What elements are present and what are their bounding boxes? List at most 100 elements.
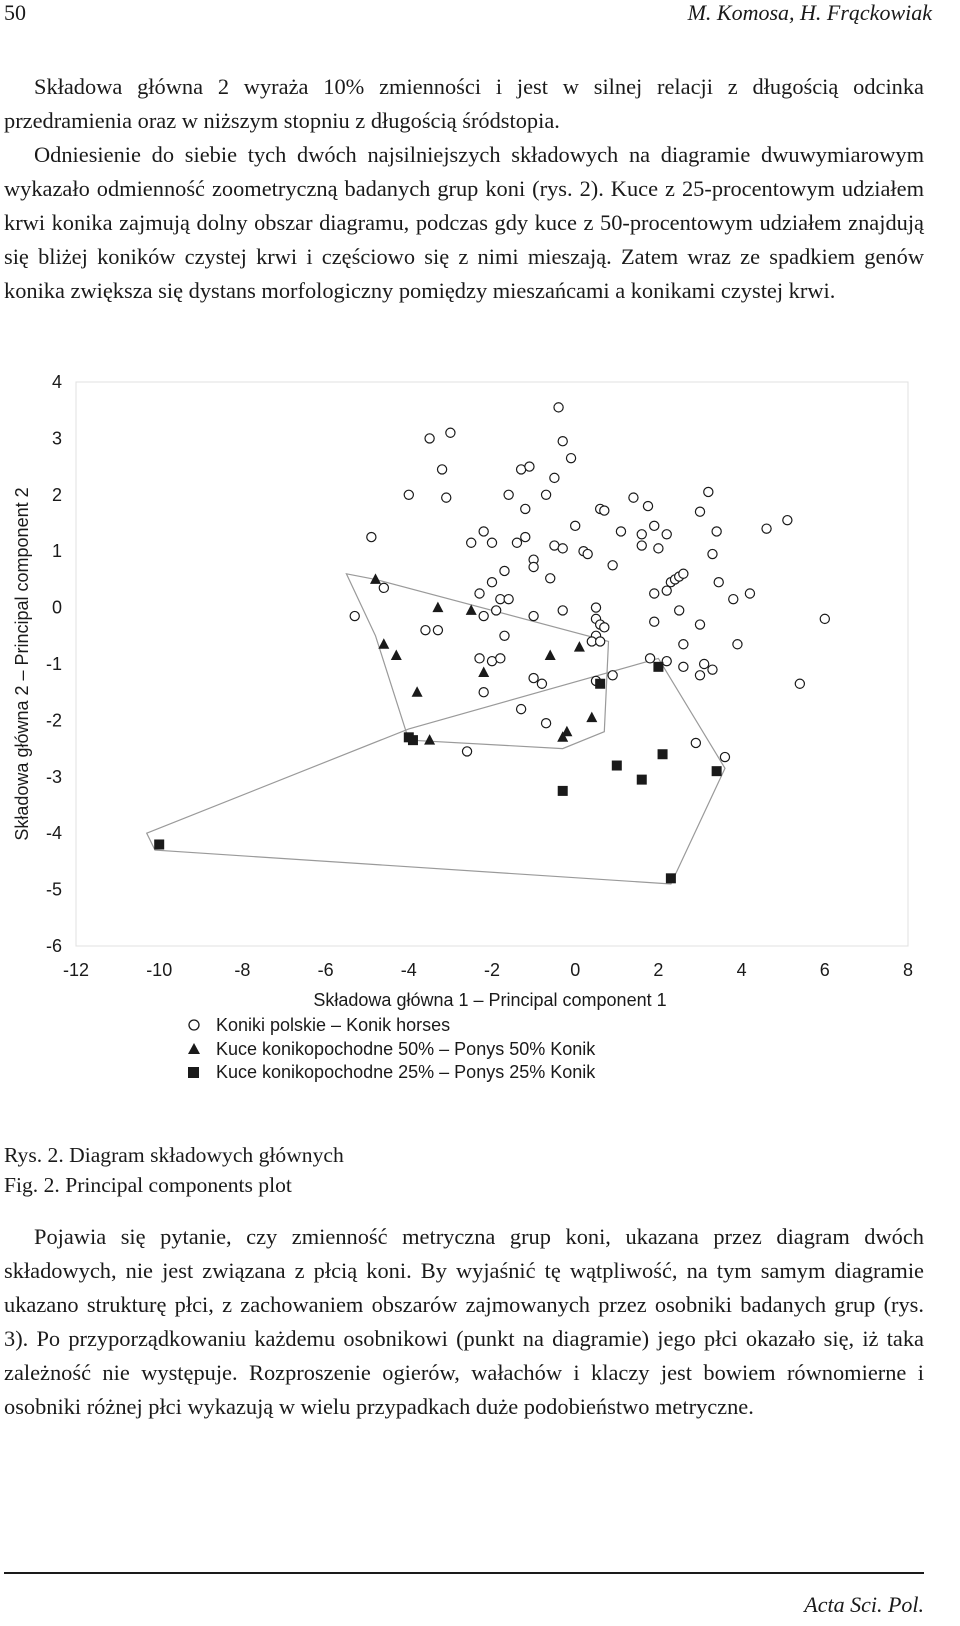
point-konik xyxy=(594,636,606,647)
point-konik xyxy=(486,537,498,548)
point-konik xyxy=(678,661,689,673)
paragraph-2: Pojawia się pytanie, czy zmienność metry… xyxy=(4,1220,924,1424)
point-ponys-50 xyxy=(478,666,490,677)
point-konik xyxy=(474,588,485,599)
footer-journal-name: Acta Sci. Pol. xyxy=(804,1592,924,1617)
y-tick-label: -5 xyxy=(46,880,62,900)
x-tick-label: -10 xyxy=(146,960,172,980)
point-konik xyxy=(678,568,689,579)
point-ponys-50 xyxy=(586,711,598,723)
legend: Koniki polskie – Konik horses Kuce konik… xyxy=(188,1015,596,1082)
point-konik xyxy=(636,540,647,551)
legend-item-ponys-50: Kuce konikopochodne 50% – Ponys 50% Koni… xyxy=(188,1039,596,1059)
point-konik xyxy=(661,585,672,596)
x-tick-label: -8 xyxy=(234,960,250,980)
point-konik xyxy=(466,537,477,548)
point-konik xyxy=(478,687,489,698)
point-konik xyxy=(557,436,568,447)
legend-marker-square xyxy=(188,1067,199,1078)
x-tick-label: 6 xyxy=(820,960,830,980)
point-ponys-50 xyxy=(561,725,573,737)
legend-item-ponys-25: Kuce konikopochodne 25% – Ponys 25% Koni… xyxy=(188,1062,596,1082)
point-konik xyxy=(642,500,654,512)
point-konik xyxy=(420,624,431,636)
point-ponys-50 xyxy=(557,731,569,742)
data-points xyxy=(154,402,831,884)
point-ponys-50 xyxy=(573,641,585,652)
principal-components-scatter-plot: -12 -10 -8 -6 -4 -2 0 2 4 6 8 4 3 2 1 0 -1 -2 -3 -4 -5 -6 Skł… xyxy=(12,372,913,1082)
legend-label-ponys-50: Kuce konikopochodne 50% – Ponys 50% Koni… xyxy=(216,1039,596,1059)
y-axis-label: Składowa główna 2 – Principal component … xyxy=(12,487,32,840)
paragraph-1-line-2: Odniesienie do siebie tych dwóch najsiln… xyxy=(4,142,924,303)
point-konik xyxy=(549,472,560,484)
point-konik xyxy=(432,624,444,636)
point-konik xyxy=(540,718,552,729)
x-tick-label: -6 xyxy=(318,960,334,980)
point-konik xyxy=(499,630,510,641)
point-konik xyxy=(636,529,647,540)
point-konik xyxy=(590,602,602,613)
paragraph-2-text: Pojawia się pytanie, czy zmienność metry… xyxy=(4,1224,924,1419)
point-konik xyxy=(794,678,806,689)
point-konik xyxy=(495,653,506,664)
point-konik xyxy=(499,565,510,577)
point-konik xyxy=(511,537,523,548)
point-ponys-25 xyxy=(595,678,606,689)
y-tick-label: 4 xyxy=(52,372,62,392)
point-konik xyxy=(728,593,739,605)
point-konik xyxy=(674,605,685,616)
figure-caption-en: Fig. 2. Principal components plot xyxy=(4,1173,292,1197)
point-konik xyxy=(649,616,660,627)
x-tick-label: 0 xyxy=(570,960,580,980)
plot-frame xyxy=(75,381,909,947)
point-konik xyxy=(424,433,435,444)
point-konik xyxy=(553,402,564,413)
point-konik xyxy=(744,588,756,599)
point-konik xyxy=(403,489,414,500)
plot-border xyxy=(75,381,909,947)
point-konik xyxy=(698,658,710,670)
point-ponys-50 xyxy=(424,734,436,745)
point-konik xyxy=(478,526,489,537)
point-konik xyxy=(690,737,702,749)
point-ponys-50 xyxy=(370,573,381,584)
axis-ticks: -12 -10 -8 -6 -4 -2 0 2 4 6 8 4 3 2 1 0 -1 -2 -3 -4 -5 -6 xyxy=(46,372,913,980)
point-konik xyxy=(557,543,568,554)
point-konik xyxy=(649,520,660,532)
point-konik xyxy=(678,639,689,650)
x-tick-label: -12 xyxy=(63,960,89,980)
point-ponys-50 xyxy=(378,638,390,649)
point-konik xyxy=(782,514,793,526)
y-tick-label: -2 xyxy=(46,710,62,730)
point-konik xyxy=(732,639,743,650)
page-number: 50 xyxy=(4,0,26,25)
point-konik xyxy=(557,605,568,616)
point-ponys-25 xyxy=(657,749,668,760)
point-konik xyxy=(653,543,664,554)
point-ponys-25 xyxy=(636,774,647,785)
legend-marker-circle xyxy=(188,1019,200,1031)
y-tick-label: 1 xyxy=(52,541,62,561)
point-konik xyxy=(545,573,556,584)
point-konik xyxy=(349,610,360,622)
point-konik xyxy=(628,492,639,503)
point-konik xyxy=(661,655,672,667)
footer-rule xyxy=(4,1572,924,1574)
point-ponys-50 xyxy=(390,649,402,660)
legend-item-konik: Koniki polskie – Konik horses xyxy=(188,1015,450,1035)
point-konik xyxy=(703,486,714,498)
point-ponys-50 xyxy=(411,686,423,697)
y-tick-label: -1 xyxy=(46,654,62,674)
legend-label-ponys-25: Kuce konikopochodne 25% – Ponys 25% Koni… xyxy=(216,1062,596,1082)
point-konik xyxy=(661,529,672,540)
point-ponys-25 xyxy=(711,766,722,777)
x-tick-label: 2 xyxy=(653,960,663,980)
point-ponys-25 xyxy=(653,661,664,672)
point-konik xyxy=(644,653,656,664)
point-ponys-25 xyxy=(557,785,568,796)
point-konik xyxy=(719,751,731,763)
point-konik xyxy=(528,610,539,622)
point-konik xyxy=(378,582,390,594)
legend-marker-triangle xyxy=(188,1043,200,1054)
point-konik xyxy=(615,526,627,537)
